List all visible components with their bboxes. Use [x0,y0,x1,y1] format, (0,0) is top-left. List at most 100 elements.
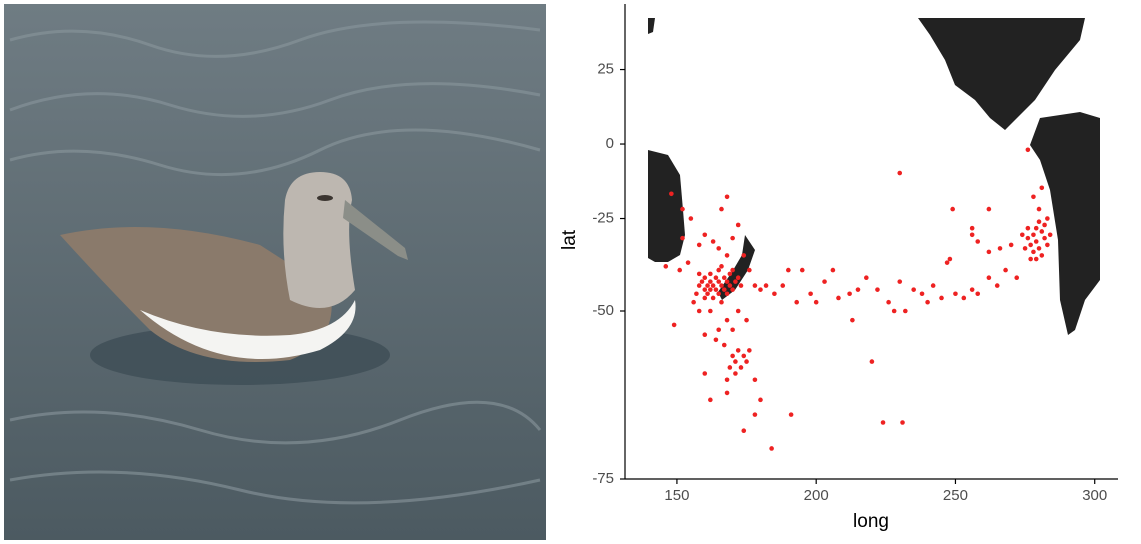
point [753,377,758,382]
point [800,268,805,273]
point [728,272,733,277]
point [733,359,738,364]
point [680,236,685,241]
point [1023,246,1028,251]
point [758,398,763,403]
point [702,371,707,376]
point [1028,257,1033,262]
point [677,268,682,273]
point [697,283,702,288]
point [892,309,897,314]
point [686,260,691,265]
point [725,253,730,258]
point [702,287,707,292]
point [808,291,813,296]
point [897,279,902,284]
point [995,283,1000,288]
x-axis-label: long [853,511,889,532]
point [939,296,944,301]
point [1020,232,1025,237]
point [716,327,721,332]
point [728,283,733,288]
y-axis-label: lat [559,229,580,250]
point [728,365,733,370]
point [911,287,916,292]
point [669,191,674,196]
point [700,279,705,284]
point [1039,229,1044,234]
point [711,296,716,301]
point [970,287,975,292]
point [708,309,713,314]
point [1009,243,1014,248]
point [714,287,719,292]
point [719,283,724,288]
point [725,377,730,382]
point [1039,185,1044,190]
point [747,348,752,353]
point [945,260,950,265]
point [733,371,738,376]
point [1026,226,1031,231]
point [1034,257,1039,262]
y-tick-label: 0 [606,135,614,152]
photo [4,4,546,540]
point [1034,226,1039,231]
point [870,359,875,364]
point [702,332,707,337]
point [722,287,727,292]
point [730,287,735,292]
point [744,318,749,323]
point [753,283,758,288]
point [719,264,724,269]
point [694,291,699,296]
point [903,309,908,314]
point [1003,268,1008,273]
point [875,287,880,292]
point [847,291,852,296]
point [741,354,746,359]
point [741,428,746,433]
point [1042,236,1047,241]
point [1037,246,1042,251]
point [1031,232,1036,237]
point [962,296,967,301]
y-tick-label: -75 [592,470,614,487]
point [702,232,707,237]
point [725,318,730,323]
point [856,287,861,292]
point [711,283,716,288]
point [716,291,721,296]
point [736,348,741,353]
point [1031,195,1036,200]
x-tick-label: 200 [804,487,829,504]
y-tick-label: -50 [592,302,614,319]
point [730,268,735,273]
point [814,300,819,305]
point [725,195,730,200]
y-tick-label: 25 [597,61,614,78]
point [708,398,713,403]
point [822,279,827,284]
point [794,300,799,305]
point [1042,223,1047,228]
point [697,243,702,248]
point [736,309,741,314]
point [689,216,694,221]
point [1026,236,1031,241]
point [831,268,836,273]
point [1031,250,1036,255]
point [1037,219,1042,224]
point [864,275,869,280]
point [722,343,727,348]
point [697,309,702,314]
point [730,327,735,332]
point [736,223,741,228]
point [786,268,791,273]
point [970,226,975,231]
point [730,236,735,241]
point [789,412,794,417]
point [948,257,953,262]
point [708,287,713,292]
point [998,246,1003,251]
